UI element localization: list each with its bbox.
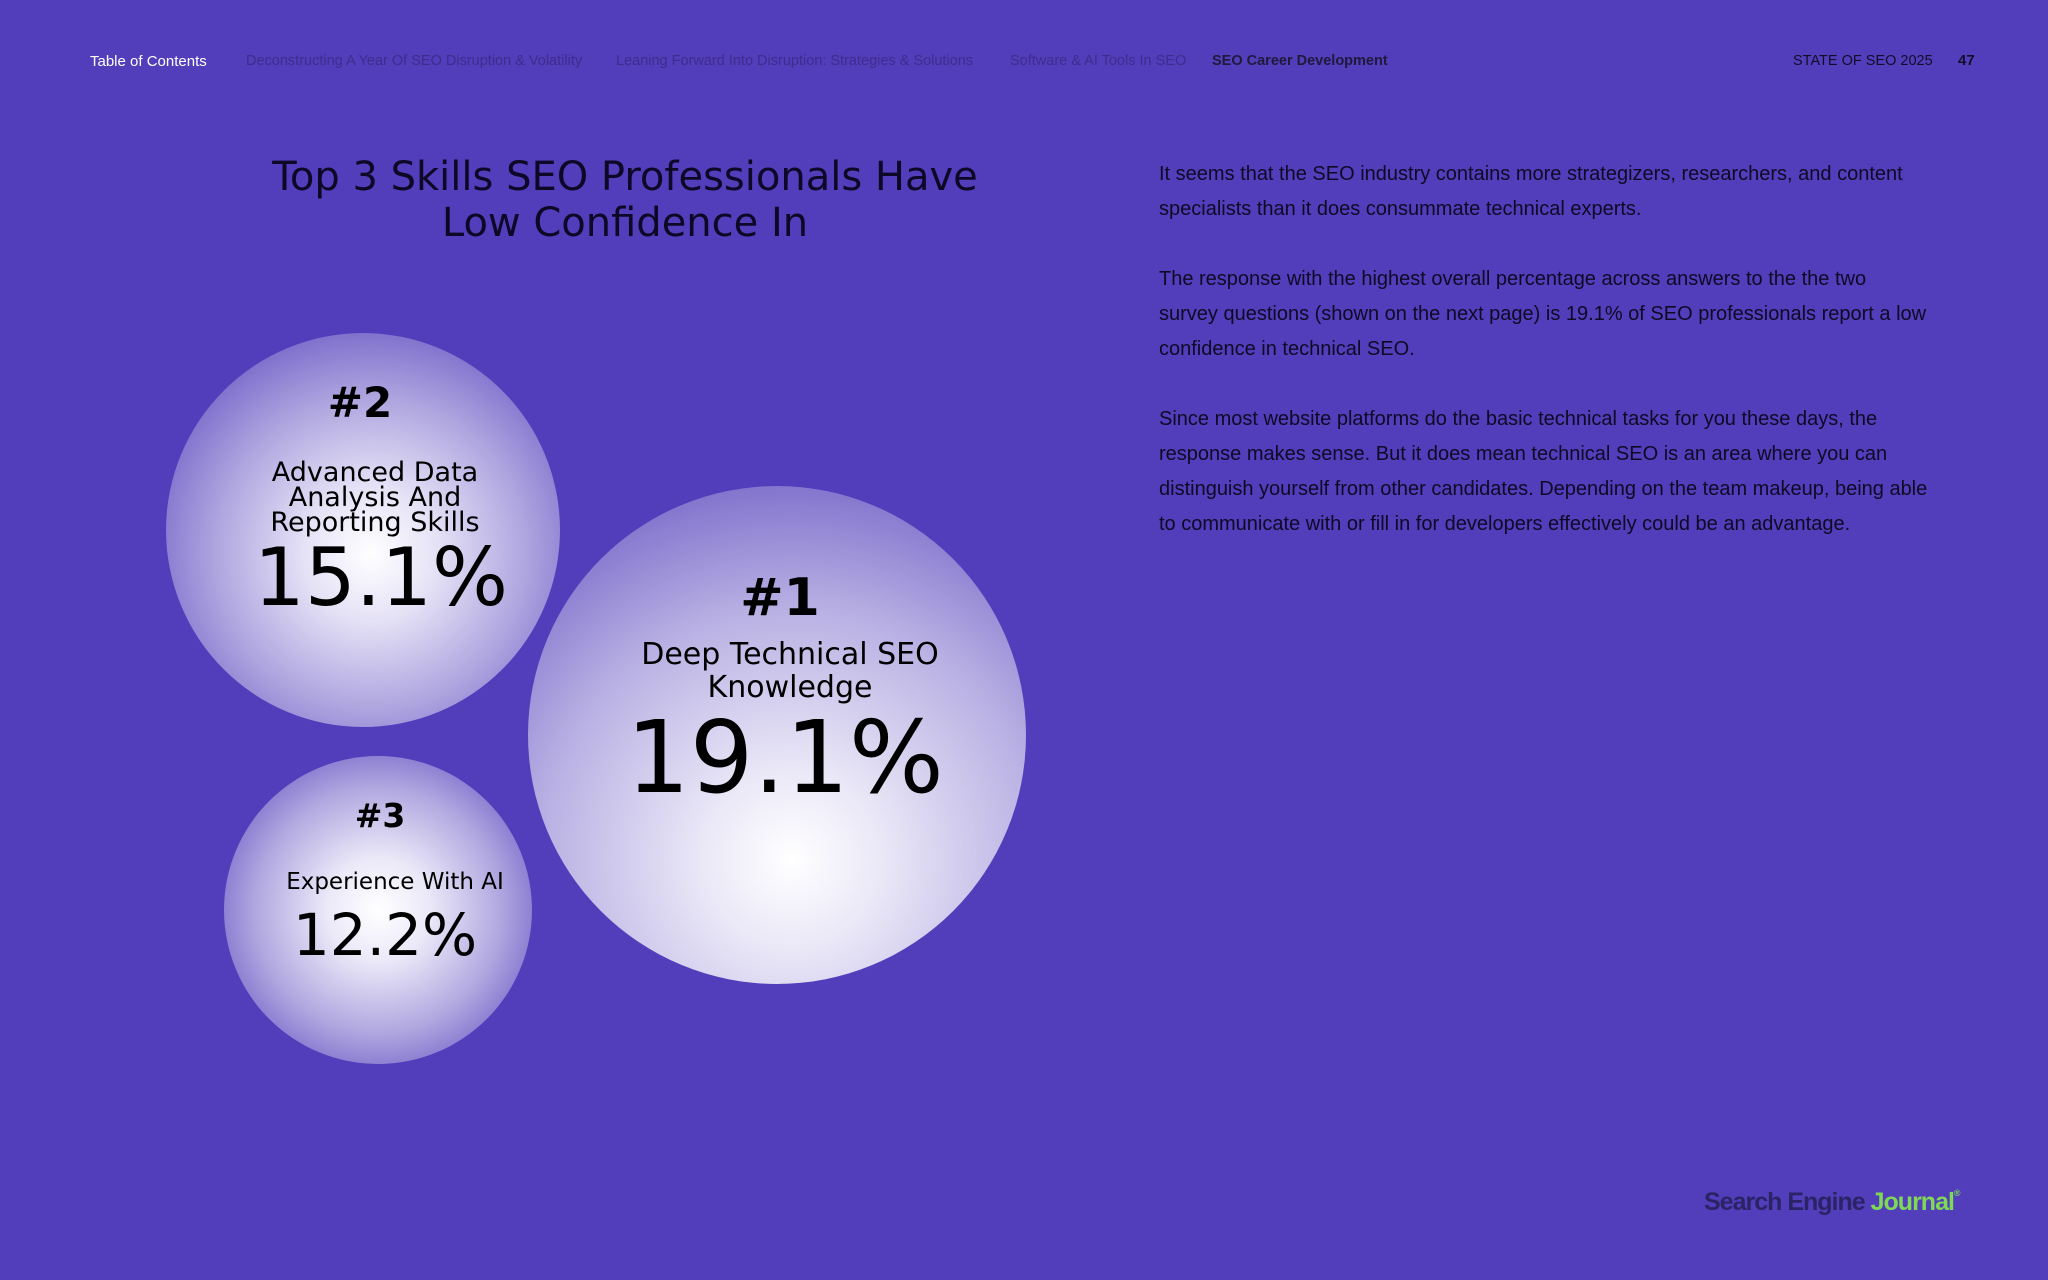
skill-text-2: Advanced Data Analysis And Reporting Ski… <box>260 460 490 535</box>
skill-text-1: Deep Technical SEO Knowledge <box>630 638 950 704</box>
rank-label-3: #3 <box>320 796 440 835</box>
percent-label-2: 15.1% <box>226 528 536 628</box>
body-paragraph-2: The response with the highest overall pe… <box>1159 262 1929 367</box>
report-label: STATE OF SEO 2025 <box>1793 53 1933 69</box>
body-paragraph-1: It seems that the SEO industry contains … <box>1159 157 1929 227</box>
logo-text-part1: Search Engine <box>1704 1188 1871 1216</box>
chart-title: Top 3 Skills SEO Professionals Have Low … <box>240 154 1010 246</box>
nav-item-career-development[interactable]: SEO Career Development <box>1212 53 1388 69</box>
nav-item-software-ai-tools[interactable]: Software & AI Tools In SEO <box>1010 53 1186 69</box>
body-paragraph-3: Since most website platforms do the basi… <box>1159 402 1929 542</box>
skill-label-1: Deep Technical SEO Knowledge <box>620 638 960 704</box>
skill-label-2: Advanced Data Analysis And Reporting Ski… <box>220 460 530 535</box>
rank-label-1: #1 <box>700 568 860 628</box>
page-number: 47 <box>1958 52 1975 69</box>
rank-label-2: #2 <box>290 378 430 427</box>
search-engine-journal-logo: Search Engine Journal® <box>1704 1188 1960 1217</box>
body-text: It seems that the SEO industry contains … <box>1159 157 1929 577</box>
nav-item-strategies-solutions[interactable]: Leaning Forward Into Disruption: Strateg… <box>616 53 973 69</box>
logo-registered-mark: ® <box>1954 1188 1960 1198</box>
percent-label-3: 12.2% <box>270 898 500 972</box>
logo-text-part2: Journal <box>1871 1188 1954 1216</box>
top-navigation: Table of Contents Deconstructing A Year … <box>0 0 2048 125</box>
percent-label-1: 19.1% <box>600 696 970 820</box>
skill-label-3: Experience With AI <box>270 868 520 896</box>
nav-item-disruption-volatility[interactable]: Deconstructing A Year Of SEO Disruption … <box>246 53 582 69</box>
nav-table-of-contents[interactable]: Table of Contents <box>90 53 207 70</box>
